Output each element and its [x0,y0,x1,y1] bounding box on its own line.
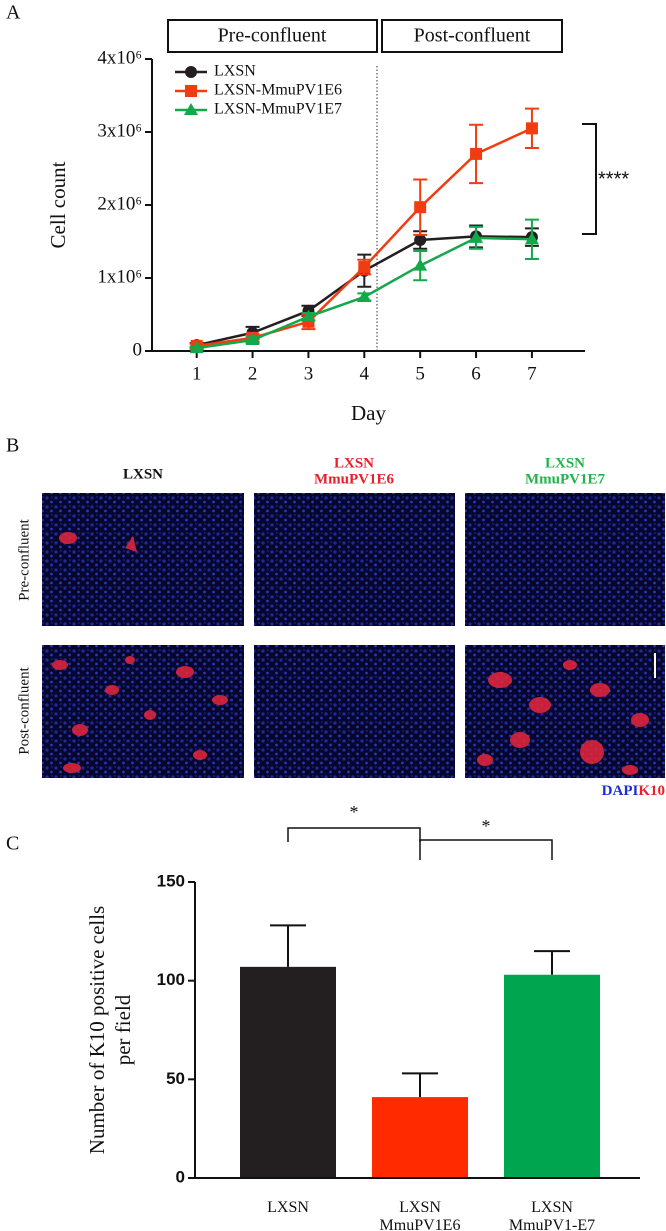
y-tick-label: 2x10⁶ [97,193,142,214]
x-axis-label: Day [351,401,386,425]
significance: * [350,802,359,822]
phase-label: Post-confluent [414,25,531,47]
marker [301,309,316,322]
y-tick-label: 150 [157,871,185,890]
stain-dapi: DAPI [602,783,639,799]
x-tick-label: 3 [304,363,314,384]
x-tick-label: 7 [527,363,537,384]
panel-label: A [6,2,21,24]
micrograph [254,493,455,626]
stain-k10: K10 [638,783,665,799]
x-tick-label-line: LXSN [531,1199,573,1216]
x-tick-label: LXSN MmuPV1-E7 [509,1199,595,1231]
y-tick-label: 50 [166,1069,185,1088]
marker [245,333,260,346]
y-axis-label: Cell count [46,161,70,248]
micrograph [465,493,665,626]
marker [184,103,198,115]
row-label: Pre-confluent [16,518,32,600]
panel-label: B [6,435,19,457]
column-label: LXSN [545,455,585,471]
x-tick-label: 5 [415,363,425,384]
marker [470,147,483,160]
x-tick-label-line: LXSN [267,1199,309,1216]
x-tick-label: LXSN [267,1199,309,1216]
marker [469,230,484,243]
y-tick-label: 100 [157,970,185,989]
x-tick-label-line: MmuPV1E6 [380,1217,461,1231]
significance-bracket [582,123,597,235]
micrograph-panel [42,493,665,778]
stain-legend: DAPIK10 [602,783,665,799]
significance-bracket [419,839,553,860]
bar [504,974,600,1178]
panel-label: C [6,833,19,855]
marker [525,122,538,135]
marker [414,201,427,214]
marker [414,234,427,247]
y-axis-label-line: Number of K10 positive cells [85,906,109,1154]
error-bar [402,1072,438,1098]
error-bar [270,924,306,967]
bar [372,1097,468,1178]
significance: * [482,816,491,836]
micrograph [254,645,455,778]
y-tick-label: 0 [176,1167,185,1186]
marker [189,341,204,354]
x-tick-label: 4 [360,363,370,384]
phase-box [381,19,563,53]
significance: **** [598,168,629,190]
column-label: MmuPV1E7 [525,471,605,487]
legend-label: LXSN [214,63,256,80]
marker [185,66,197,78]
marker [413,258,428,271]
y-axis-label-line: per field [111,994,135,1065]
column-label: LXSN [123,466,163,482]
x-tick-label: 1 [192,363,202,384]
column-label: MmuPV1E6 [314,471,394,487]
x-tick-label-line: LXSN [399,1199,441,1216]
row-label: Post-confluent [16,666,32,754]
y-axis-label: Number of K10 positive cellsper field [85,906,135,1154]
significance-bracket [287,827,421,842]
legend-label: LXSN-MmuPV1E7 [214,101,342,118]
x-tick-label: LXSN MmuPV1E6 [380,1199,461,1231]
x-tick-label: 2 [248,363,258,384]
micrograph [42,645,244,778]
legend-label: LXSN-MmuPV1E6 [214,82,342,99]
marker [185,85,197,97]
marker [358,261,371,274]
bar [240,966,336,1178]
y-tick-label: 4x10⁶ [97,47,142,68]
marker [357,289,372,302]
k10-cells [52,532,649,775]
error-bar [534,950,570,975]
y-tick-label: 1x10⁶ [97,266,142,287]
x-tick-label-line: MmuPV1-E7 [509,1217,595,1231]
x-tick-label: 6 [471,363,481,384]
y-tick-label: 0 [133,339,143,360]
phase-label: Pre-confluent [218,25,327,47]
micrograph [42,493,244,626]
y-tick-label: 3x10⁶ [97,120,142,141]
marker [524,232,539,245]
column-label: LXSN [334,455,374,471]
phase-box [167,19,378,53]
